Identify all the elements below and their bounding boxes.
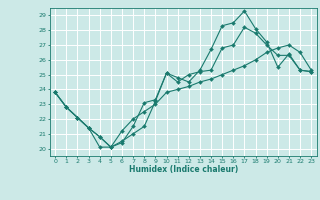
X-axis label: Humidex (Indice chaleur): Humidex (Indice chaleur)	[129, 165, 238, 174]
